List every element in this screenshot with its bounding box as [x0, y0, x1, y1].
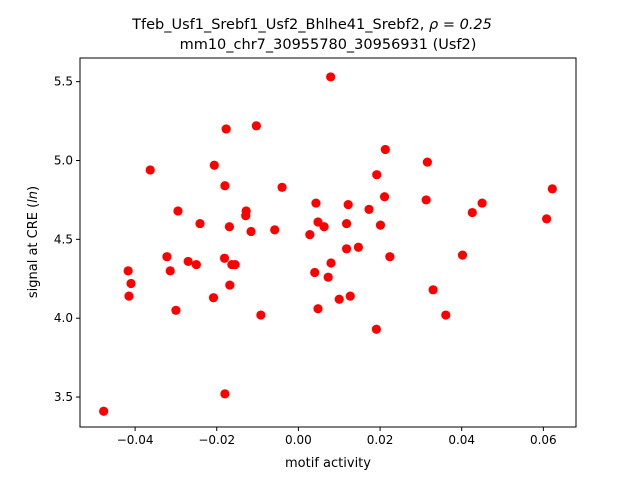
data-point-30: [310, 267, 320, 278]
data-point-56: [467, 207, 477, 218]
data-point-10: [191, 259, 201, 270]
data-point-51: [421, 195, 431, 205]
x-tick-label-2: 0.00: [285, 433, 312, 447]
data-point-28: [277, 182, 287, 192]
data-point-35: [323, 272, 333, 282]
plot-area-frame: [79, 57, 577, 428]
data-point-8: [173, 206, 183, 216]
chart-title-line2: mm10_chr7_30955780_30956931 (Usf2): [180, 37, 477, 53]
data-point-52: [422, 157, 432, 167]
data-point-18: [224, 222, 235, 232]
chart-title-rho: ρ = 0.25: [429, 17, 492, 33]
data-point-31: [311, 198, 321, 208]
data-point-17: [220, 389, 230, 399]
data-point-9: [183, 256, 193, 267]
data-point-11: [195, 218, 205, 229]
data-point-54: [441, 310, 451, 320]
data-point-55: [457, 250, 468, 260]
data-point-49: [380, 144, 390, 155]
data-point-36: [326, 72, 336, 82]
x-tick-label-5: 0.06: [530, 433, 557, 447]
data-point-42: [345, 291, 355, 301]
y-tick-label-2: 4.5: [54, 232, 73, 246]
y-tick-label-0: 3.5: [54, 390, 73, 404]
points-layer: [99, 72, 557, 416]
data-point-4: [145, 165, 155, 175]
data-point-16: [221, 124, 231, 134]
data-point-46: [372, 170, 382, 180]
x-tick-label-4: 0.04: [448, 433, 475, 447]
data-point-19: [225, 280, 235, 290]
data-point-25: [251, 121, 261, 131]
data-point-2: [124, 291, 134, 301]
data-point-48: [379, 192, 390, 202]
data-point-53: [428, 285, 438, 295]
data-point-50: [385, 252, 395, 262]
y-axis-ticks: 3.5 4.0 4.5 5.0 5.5: [54, 75, 80, 404]
data-point-58: [542, 214, 552, 224]
data-point-38: [334, 294, 344, 304]
data-point-6: [165, 266, 175, 276]
y-tick-label-4: 5.5: [54, 75, 73, 89]
data-point-23: [241, 211, 251, 221]
data-point-34: [319, 222, 329, 232]
y-tick-label-1: 4.0: [54, 311, 73, 325]
y-tick-label-3: 5.0: [54, 154, 73, 168]
data-point-5: [162, 252, 172, 262]
data-point-1: [123, 266, 133, 276]
chart-title-line1: Tfeb_Usf1_Srebf1_Usf2_Bhlhe41_Srebf2, ρ …: [131, 17, 492, 33]
x-axis-ticks: −0.04 −0.02 0.00 0.02 0.04 0.06: [117, 427, 557, 447]
data-point-44: [364, 204, 374, 214]
data-point-43: [353, 242, 364, 252]
x-tick-label-0: −0.04: [117, 433, 154, 447]
y-axis-label: signal at CRE (ln): [26, 186, 41, 298]
data-point-15: [219, 253, 230, 263]
data-point-3: [126, 278, 136, 289]
data-point-37: [326, 258, 336, 268]
x-axis-label: motif activity: [285, 456, 371, 471]
data-point-33: [313, 304, 323, 314]
data-point-13: [209, 160, 219, 170]
data-point-45: [371, 324, 381, 334]
data-point-47: [375, 220, 386, 230]
data-point-7: [171, 305, 181, 315]
data-point-57: [477, 198, 487, 208]
data-point-59: [547, 184, 557, 194]
x-tick-label-3: 0.02: [367, 433, 394, 447]
data-point-29: [305, 230, 315, 240]
x-tick-label-1: −0.02: [198, 433, 235, 447]
data-point-24: [246, 226, 256, 237]
data-point-12: [208, 293, 219, 303]
data-point-27: [270, 225, 280, 235]
data-point-41: [343, 200, 353, 210]
data-point-14: [220, 181, 230, 191]
data-point-26: [256, 310, 266, 320]
data-point-40: [341, 218, 352, 229]
data-point-39: [341, 244, 352, 254]
data-point-0: [99, 406, 109, 416]
data-point-21: [230, 259, 240, 270]
